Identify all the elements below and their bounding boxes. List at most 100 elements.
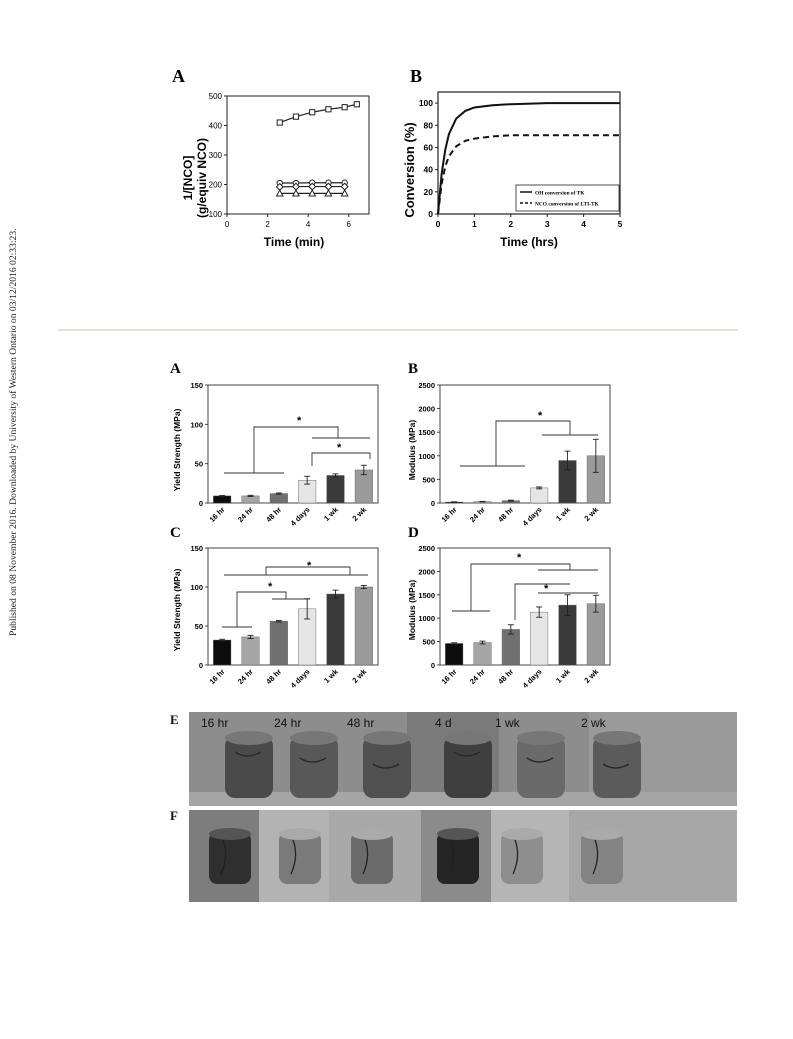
- y-tick-label: 1000: [418, 614, 435, 623]
- x-tick-label: 1 wk: [322, 504, 340, 522]
- x-tick-label: 16 hr: [440, 505, 459, 524]
- bar-d-star-1: *: [517, 552, 522, 564]
- sample-top: [363, 731, 411, 745]
- bar-chart-b: 0 500 1000 1500 2000 2500 16 hr 24 hr 48 hr 4 day…: [418, 381, 611, 528]
- top-a-xlabel: Time (min): [264, 235, 324, 249]
- x-tick-label: 16 hr: [440, 667, 459, 686]
- square-marker: [292, 113, 300, 120]
- plot-frame: [207, 547, 379, 666]
- y-tick-label: 1500: [418, 591, 435, 600]
- photo-panel-f-letter: F: [170, 808, 178, 823]
- bottom-panel-b-letter: B: [408, 361, 418, 377]
- bar-b-ylabel: Modulus (MPa): [407, 420, 417, 481]
- bar-b-significance: [460, 420, 598, 467]
- sample-crack: [220, 839, 227, 875]
- x-tick-label: 4 days: [289, 667, 312, 690]
- top-b-legend: OH conversion of TK NCO conversion of LT…: [515, 184, 620, 212]
- bar-a-star-2: *: [337, 442, 342, 454]
- bottom-panel-d-letter: D: [408, 525, 419, 541]
- y-tick-label: 150: [190, 381, 203, 390]
- x-tick-label: 2 wk: [350, 666, 368, 684]
- top-b-xlabel: Time (hrs): [500, 235, 558, 249]
- x-tick-label: 4: [581, 219, 586, 229]
- photo-row-f: [189, 810, 737, 902]
- bar-d-significance: [452, 563, 598, 620]
- x-tick-label: 4 days: [521, 505, 544, 528]
- y-tick-label: 40: [424, 165, 434, 175]
- top-panel-a-letter: A: [172, 66, 185, 86]
- y-tick-label: 80: [424, 120, 434, 130]
- x-tick-label: 1: [472, 219, 477, 229]
- sample-crack: [299, 757, 327, 763]
- top-a-ylabel-2: (g/equiv NCO): [195, 138, 209, 218]
- sample-cylinder: [517, 736, 565, 798]
- sample-cylinder: [444, 736, 492, 798]
- photo-label: 4 d: [435, 716, 452, 730]
- x-tick-label: 4 days: [289, 505, 312, 528]
- bottom-figure: A B C D Yield Strength (MPa) Modulus (MP…: [160, 355, 650, 700]
- x-tick-label: 24 hr: [236, 667, 255, 686]
- x-tick-label: 24 hr: [468, 505, 487, 524]
- top-a-marks: [275, 101, 360, 197]
- sample-cylinder: [209, 832, 251, 884]
- triangle-marker: [324, 189, 333, 197]
- x-tick-label: 4: [306, 220, 311, 229]
- legend-entry-nco: NCO conversion of LTI-TK: [535, 202, 600, 208]
- y-tick-label: 400: [209, 122, 223, 131]
- bar-chart-c: 0 50 100 150 16 hr 24 hr 48 hr 4 days 1 wk 2 wk: [190, 544, 379, 690]
- y-tick-label: 2000: [418, 405, 435, 414]
- x-tick-label: 16 hr: [208, 667, 227, 686]
- bar: [326, 475, 345, 504]
- sample-cylinder: [581, 832, 623, 884]
- legend-entry-oh: OH conversion of TK: [535, 191, 585, 197]
- bar: [354, 586, 373, 666]
- oh-conversion-line: [437, 102, 620, 215]
- y-tick-label: 0: [431, 661, 435, 670]
- y-tick-label: 0: [199, 499, 203, 508]
- photo-label: 16 hr: [201, 716, 228, 730]
- sample-cylinder: [363, 736, 411, 798]
- x-tick-label: 16 hr: [208, 505, 227, 524]
- bar: [326, 593, 345, 666]
- sample-crack: [512, 839, 519, 875]
- bar: [213, 495, 232, 504]
- plot-frame: [439, 384, 611, 504]
- sample-cylinder: [351, 832, 393, 884]
- x-tick-label: 4 days: [521, 667, 544, 690]
- bar-c-significance: [222, 566, 368, 628]
- sample-cylinder: [279, 832, 321, 884]
- bar: [501, 629, 520, 666]
- bottom-panel-a-letter: A: [170, 361, 181, 377]
- bar-b-star: *: [538, 410, 543, 422]
- top-b-ticks: 0 1 2 3 4 5 0 20 40 60 80 100: [419, 98, 623, 229]
- x-tick-label: 6: [346, 220, 351, 229]
- y-tick-label: 2500: [418, 544, 435, 553]
- sample-top: [279, 828, 321, 840]
- y-tick-label: 100: [209, 210, 223, 219]
- bar-c-ylabel: Yield Strength (MPa): [172, 568, 182, 651]
- sample-top: [290, 731, 338, 745]
- bar: [269, 493, 288, 504]
- y-tick-label: 100: [190, 420, 203, 429]
- x-tick-label: 1 wk: [322, 666, 340, 684]
- sample-crack: [592, 839, 599, 875]
- plot-frame: [207, 384, 379, 504]
- sample-cylinder: [437, 832, 479, 884]
- bar: [445, 643, 464, 666]
- y-tick-label: 0: [431, 499, 435, 508]
- bar: [269, 621, 288, 666]
- y-tick-label: 50: [195, 460, 203, 469]
- y-tick-label: 500: [209, 92, 223, 101]
- square-marker: [341, 104, 348, 111]
- sample-top: [501, 828, 543, 840]
- plot-frame: [439, 547, 611, 666]
- sample-crack: [602, 763, 630, 769]
- bar-c-star-1: *: [307, 560, 312, 572]
- y-tick-label: 200: [209, 181, 223, 190]
- sample-top: [437, 828, 479, 840]
- y-tick-label: 0: [428, 209, 433, 219]
- y-tick-label: 2500: [418, 381, 435, 390]
- photo-label: 2 wk: [581, 716, 607, 730]
- x-tick-label: 24 hr: [236, 505, 255, 524]
- sample-crack: [526, 757, 554, 763]
